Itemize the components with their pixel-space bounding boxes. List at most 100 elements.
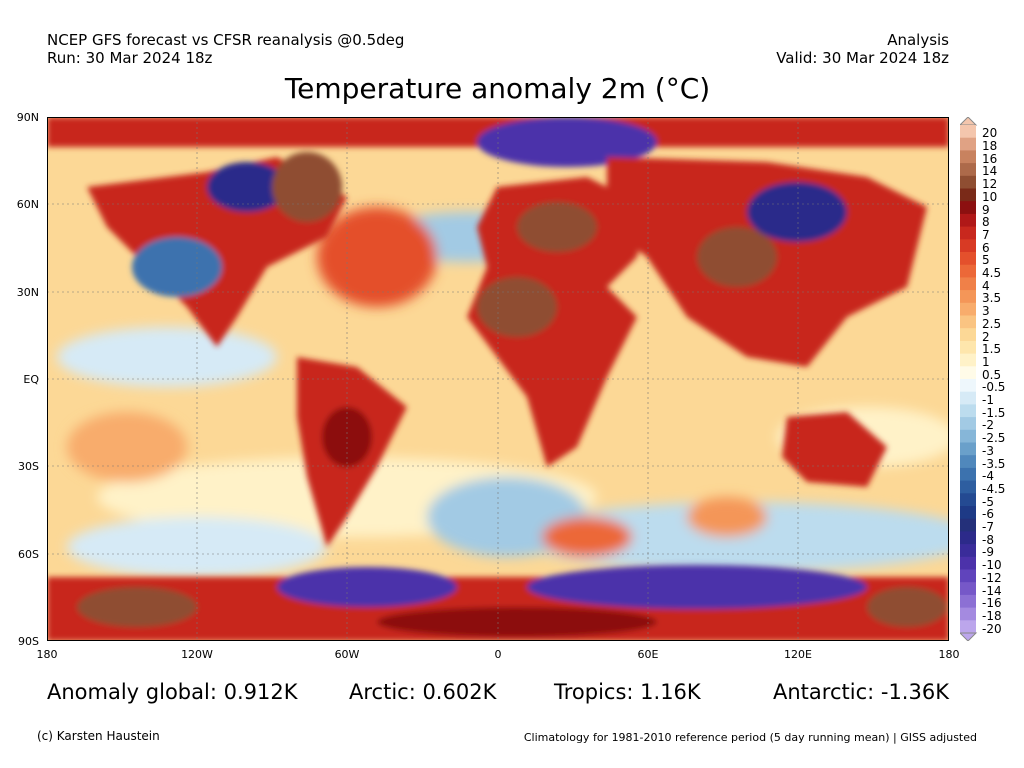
colorbar-label: 0.5 <box>982 367 1002 382</box>
colorbar-swatch <box>960 620 976 634</box>
colorbar-label: 1.5 <box>982 342 1002 357</box>
warm-patch-indian <box>687 497 767 537</box>
colorbar-swatch <box>960 442 976 456</box>
colorbar-swatch <box>960 569 976 583</box>
colorbar-label: 12 <box>982 177 998 192</box>
colorbar-swatch <box>960 379 976 393</box>
warm-patch-pacific <box>67 412 187 482</box>
europe-africa-land <box>467 177 647 467</box>
colorbar-label: -8 <box>982 532 994 547</box>
graticule <box>47 117 949 641</box>
colorbar-swatch <box>960 264 976 278</box>
colorbar-swatch <box>960 493 976 507</box>
colorbar-swatch <box>960 480 976 494</box>
colorbar-label: -4.5 <box>982 481 1006 496</box>
lat-label-60s: 60S <box>18 548 39 561</box>
siberia-cold-patch <box>747 182 847 242</box>
antarctica-cold-west <box>277 567 457 607</box>
colorbar-label: 18 <box>982 139 998 154</box>
europe-hot-patch <box>517 202 597 252</box>
colorbar-swatch <box>960 340 976 355</box>
lon-label-180w: 180 <box>36 648 58 661</box>
colorbar: 20 18 16 14 12 10 9 8 7 6 5 4.5 4 3.5 3 2.5 2 1.5 1 0.5 -0.5… <box>960 117 1020 641</box>
colorbar-swatch <box>960 594 976 609</box>
colorbar-label: 20 <box>982 126 998 141</box>
valid-time-text: Valid: 30 Mar 2024 18z <box>776 49 949 67</box>
colorbar-label: -18 <box>982 608 1002 623</box>
colorbar-swatch <box>960 531 976 545</box>
colorbar-label: 6 <box>982 240 990 255</box>
colorbar-bottom-arrow <box>960 632 978 641</box>
colorbar-label: 9 <box>982 202 990 217</box>
cool-ocean-pacific-north <box>57 327 277 387</box>
colorbar-swatch <box>960 125 976 139</box>
colorbar-swatch <box>960 137 976 151</box>
colorbar-label: -10 <box>982 558 1002 573</box>
lon-label-120w: 120W <box>181 648 213 661</box>
colorbar-swatch <box>960 150 976 164</box>
map-title: Temperature anomaly 2m (°C) <box>284 72 711 105</box>
lon-label-180e: 180 <box>938 648 960 661</box>
colorbar-label: -14 <box>982 583 1002 598</box>
colorbar-swatch <box>960 544 976 558</box>
global-anomaly-text: Anomaly global: 0.912K <box>47 680 298 704</box>
lat-label-90n: 90N <box>16 111 39 124</box>
colorbar-label: -12 <box>982 570 1002 585</box>
sahara-hot-patch <box>477 277 557 337</box>
colorbar-label: -7 <box>982 520 994 535</box>
colorbar-label: -3 <box>982 443 994 458</box>
colorbar-label: -20 <box>982 621 1002 636</box>
colorbar-label: 7 <box>982 227 990 242</box>
colorbar-swatch <box>960 391 976 405</box>
colorbar-swatch <box>960 417 976 431</box>
arctic-anomaly-text: Arctic: 0.602K <box>349 680 497 704</box>
cool-ocean-band-south <box>517 502 949 572</box>
colorbar-top-arrow <box>960 117 978 126</box>
colorbar-swatch <box>960 455 976 469</box>
antarctica-hot-patch-east <box>867 587 947 627</box>
antarctica-hot-patch-west <box>77 587 197 627</box>
colorbar-label: -0.5 <box>982 380 1006 395</box>
colorbar-swatch <box>960 429 976 443</box>
lat-label-90s: 90S <box>18 635 39 648</box>
colorbar-swatch <box>960 582 976 596</box>
colorbar-swatch <box>960 226 976 240</box>
colorbar-label: 3.5 <box>982 291 1002 306</box>
colorbar-label: -1 <box>982 393 994 408</box>
arctic-cold-patch <box>477 117 657 167</box>
lat-label-30n: 30N <box>16 286 39 299</box>
colorbar-label: -2 <box>982 418 994 433</box>
colorbar-label: -4 <box>982 469 994 484</box>
tropics-anomaly-text: Tropics: 1.16K <box>554 680 701 704</box>
map-frame <box>47 117 949 641</box>
colorbar-swatch <box>960 328 976 342</box>
lon-label-0: 0 <box>494 648 502 661</box>
greenland-hot-patch <box>272 152 342 222</box>
antarctica-cold-east <box>527 565 867 609</box>
antarctica-warm-interior <box>377 607 657 637</box>
colorbar-label: 10 <box>982 189 998 204</box>
colorbar-swatch <box>960 607 976 621</box>
colorbar-label: -3.5 <box>982 456 1006 471</box>
lon-label-120e: 120E <box>784 648 812 661</box>
lat-label-eq: EQ <box>23 373 39 386</box>
colorbar-label: -1.5 <box>982 405 1006 420</box>
colorbar-label: 4 <box>982 278 990 293</box>
lon-label-60e: 60E <box>637 648 659 661</box>
colorbar-label: -9 <box>982 545 994 560</box>
colorbar-svg <box>960 117 978 641</box>
climatology-note: Climatology for 1981-2010 reference peri… <box>523 731 977 744</box>
colorbar-label: 3 <box>982 304 990 319</box>
run-time-text: Run: 30 Mar 2024 18z <box>47 49 213 67</box>
colorbar-swatch <box>960 506 976 520</box>
header-right: Analysis Valid: 30 Mar 2024 18z <box>776 31 949 67</box>
colorbar-swatch <box>960 201 976 215</box>
central-asia-hot-patch <box>697 227 777 287</box>
antarctic-anomaly-text: Antarctic: -1.36K <box>773 680 949 704</box>
colorbar-label: 14 <box>982 164 998 179</box>
colorbar-swatch <box>960 404 976 418</box>
colorbar-swatch <box>960 467 976 482</box>
north-america-cold-patch <box>132 237 222 297</box>
australia-land <box>782 412 887 487</box>
lat-label-60n: 60N <box>16 198 39 211</box>
